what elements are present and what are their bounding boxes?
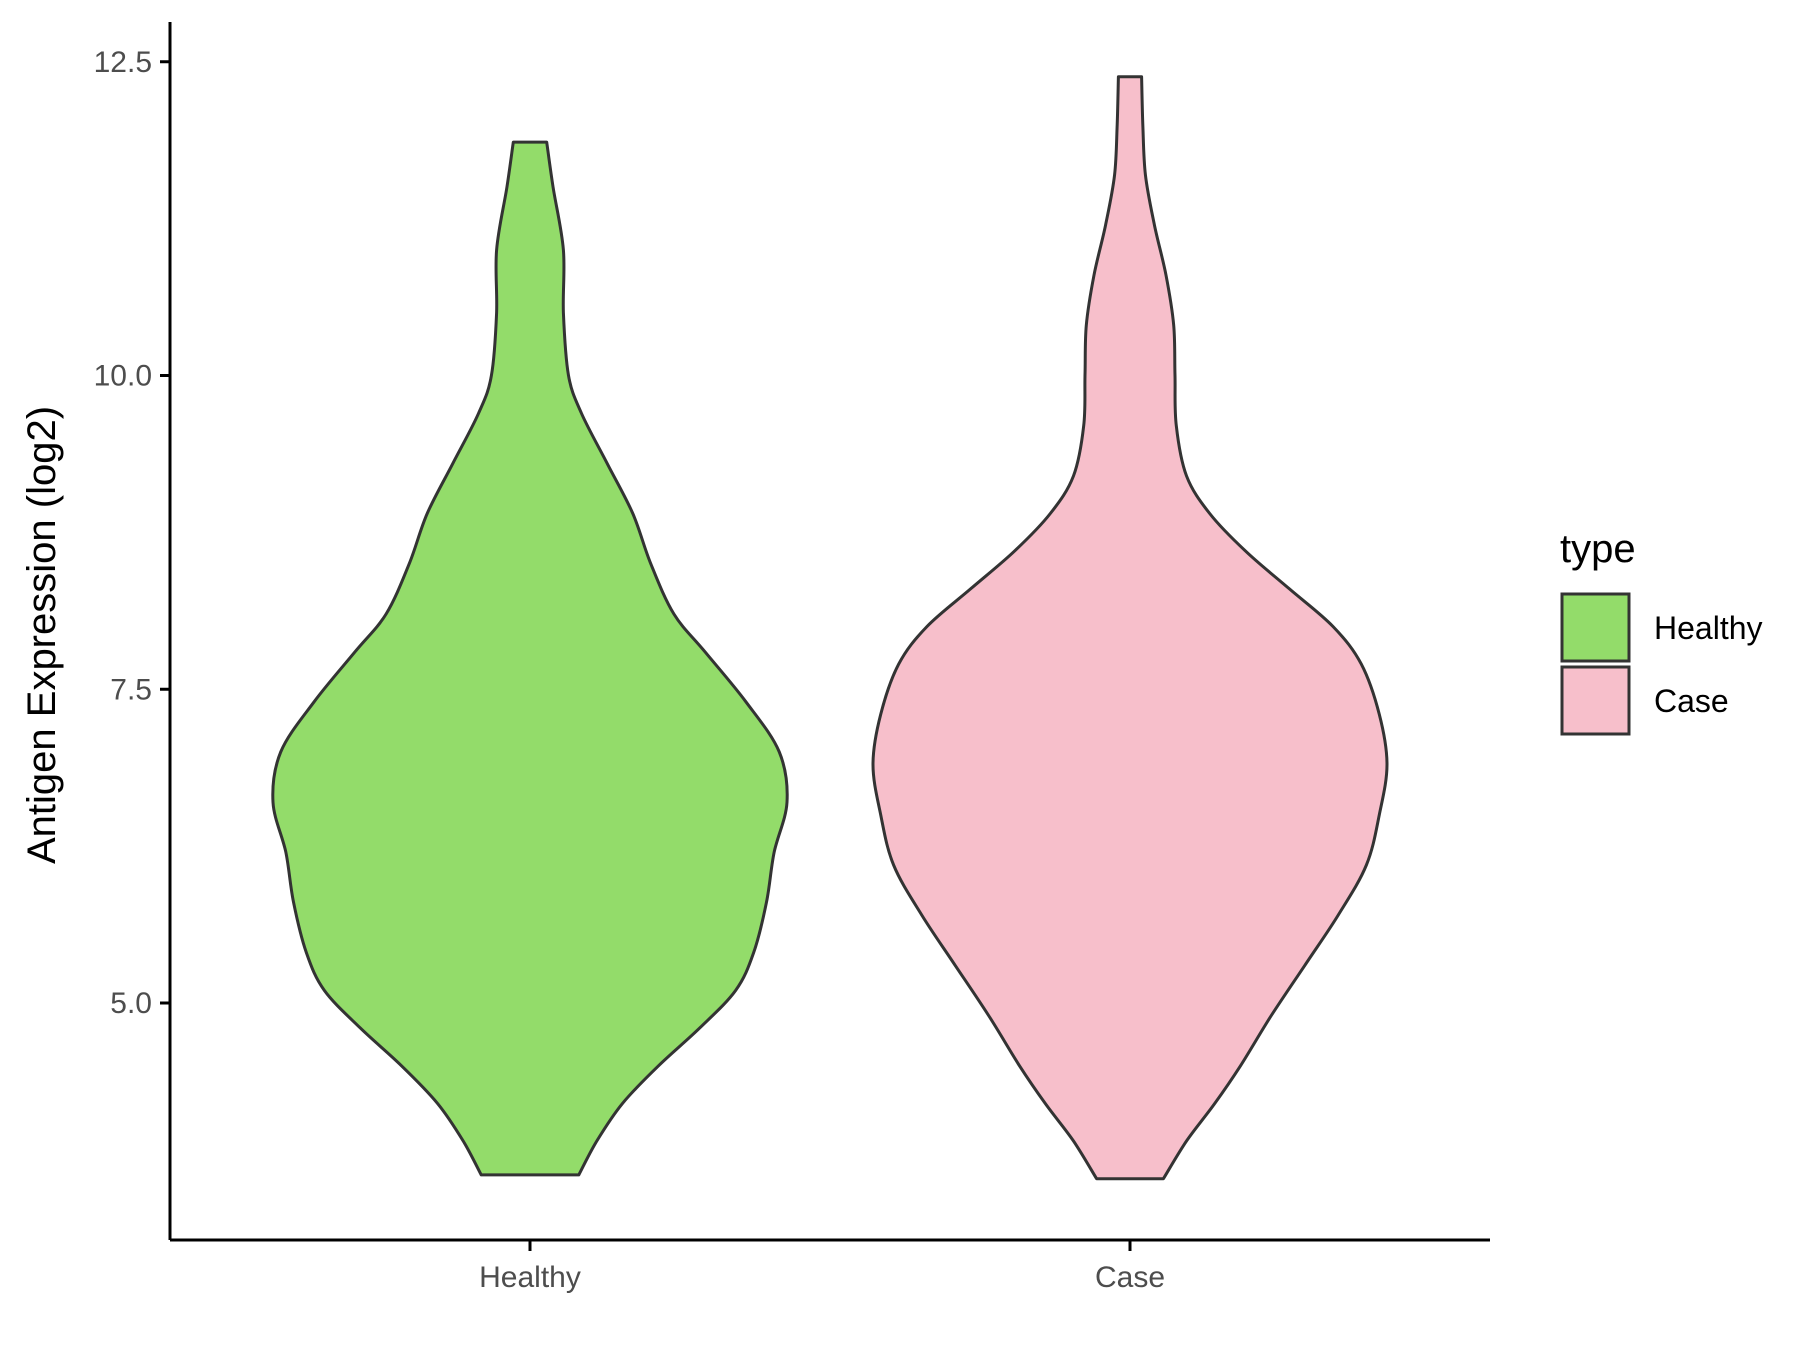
axes xyxy=(168,22,1490,1242)
legend-swatch xyxy=(1560,592,1631,663)
violin-healthy xyxy=(271,140,789,1177)
legend: type Healthy Case xyxy=(1560,527,1763,736)
y-tick-label: 7.5 xyxy=(110,673,152,706)
legend-title: type xyxy=(1560,527,1636,571)
x-ticks: Healthy Case xyxy=(479,1240,1165,1294)
plot-area xyxy=(271,75,1389,1181)
legend-swatch xyxy=(1560,665,1631,736)
legend-label: Healthy xyxy=(1654,610,1763,646)
y-tick-label: 10.0 xyxy=(94,360,152,393)
legend-entries: Healthy Case xyxy=(1560,592,1763,736)
y-ticks: 5.0 7.5 10.0 12.5 xyxy=(94,46,170,1020)
legend-label: Case xyxy=(1654,683,1729,719)
x-tick-label: Case xyxy=(1095,1261,1165,1294)
y-tick-label: 5.0 xyxy=(110,987,152,1020)
x-tick-label: Healthy xyxy=(479,1261,581,1294)
violin-case xyxy=(871,75,1389,1181)
y-tick-label: 12.5 xyxy=(94,46,152,79)
y-axis-title: Antigen Expression (log2) xyxy=(20,406,64,864)
